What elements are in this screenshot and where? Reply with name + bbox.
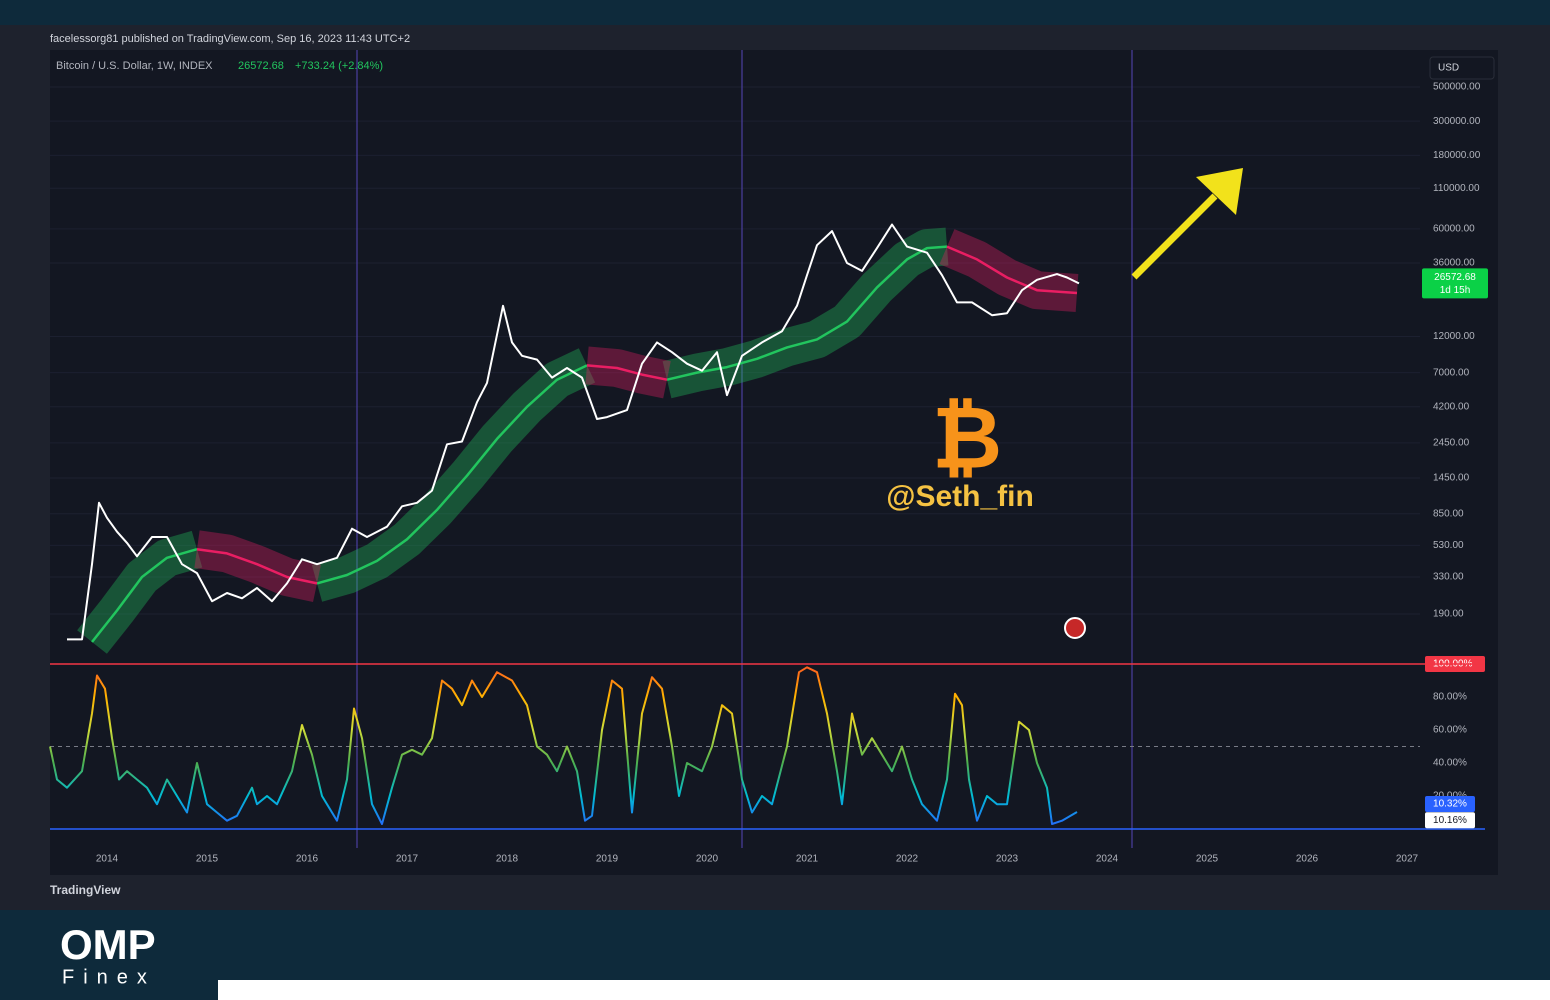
arrow-shaft [1131, 193, 1218, 280]
x-tick-label: 2018 [496, 854, 519, 865]
x-tick-label: 2019 [596, 854, 619, 865]
x-tick-label: 2026 [1296, 854, 1319, 865]
price-badge [1422, 268, 1488, 299]
last-badge-label: 10.32% [1433, 799, 1467, 810]
last-badge-label: 10.16% [1433, 815, 1467, 826]
y-tick-label: 850.00 [1433, 508, 1464, 519]
x-tick-label: 2023 [996, 854, 1019, 865]
last-badge [1425, 795, 1475, 812]
y-tick-label: 330.00 [1433, 572, 1464, 583]
x-tick-label: 2025 [1196, 854, 1219, 865]
y-tick-label: 80.00% [1433, 692, 1467, 703]
price-change: +733.24 (+2.84%) [295, 60, 383, 72]
top-band [0, 0, 1550, 25]
symbol: Bitcoin / U.S. Dollar, 1W, INDEX [56, 60, 213, 72]
x-tick-label: 2020 [696, 854, 719, 865]
price-line [49, 666, 1078, 825]
y-tick-label: 190.00 [1433, 609, 1464, 620]
x-tick-label: 2014 [96, 854, 119, 865]
handle: @Seth_fin [886, 480, 1034, 513]
currency-box[interactable] [1429, 56, 1495, 80]
x-tick-label: 2016 [296, 854, 319, 865]
x-tick-label: 2017 [396, 854, 419, 865]
ribbon-center [196, 245, 1078, 585]
y-tick-label: 500000.00 [1433, 82, 1481, 93]
y-tick-label: 36000.00 [1433, 258, 1475, 269]
price-badge-countdown: 1d 15h [1440, 285, 1471, 296]
arrow-head [1196, 168, 1243, 215]
omp-logo: OMP [60, 921, 156, 968]
price-line [67, 223, 1080, 641]
last-price: 26572.68 [238, 60, 284, 72]
price-badge-label: 26572.68 [1434, 272, 1476, 283]
event-icon[interactable] [1064, 617, 1086, 639]
arrow [1131, 168, 1243, 280]
publisher: facelessorg81 published on TradingView.c… [50, 33, 410, 45]
chart-area [50, 50, 1498, 875]
tv-brand: TradingView [50, 883, 121, 897]
bitcoin-logo: ₿ [932, 391, 1002, 487]
y-tick-label: 300000.00 [1433, 116, 1481, 127]
y-tick-label: 1450.00 [1433, 473, 1470, 484]
y-tick-label: 60.00% [1433, 725, 1467, 736]
x-tick-label: 2024 [1096, 854, 1119, 865]
currency[interactable]: USD [1438, 63, 1459, 74]
y-tick-label: 2450.00 [1433, 438, 1470, 449]
x-tick-label: 2021 [796, 854, 819, 865]
x-tick-label: 2015 [196, 854, 219, 865]
y-tick-label: 4200.00 [1433, 401, 1470, 412]
y-tick-label: 40.00% [1433, 758, 1467, 769]
y-tick-label: 7000.00 [1433, 367, 1470, 378]
x-tick-label: 2027 [1396, 854, 1419, 865]
x-tick-label: 2022 [896, 854, 919, 865]
y-tick-label: 180000.00 [1433, 150, 1481, 161]
y-tick-label: 110000.00 [1433, 183, 1480, 194]
white-strip [218, 980, 1550, 1000]
y-tick-label: 60000.00 [1433, 223, 1475, 234]
y-tick-label: 12000.00 [1433, 331, 1475, 342]
y-tick-label: 530.00 [1433, 540, 1464, 551]
last-badge [1425, 812, 1475, 829]
plot: 190.00 330.00 530.00 850.00 1450.00 2450.00 42… [49, 50, 1488, 865]
omp-sub: Finex [62, 966, 156, 988]
